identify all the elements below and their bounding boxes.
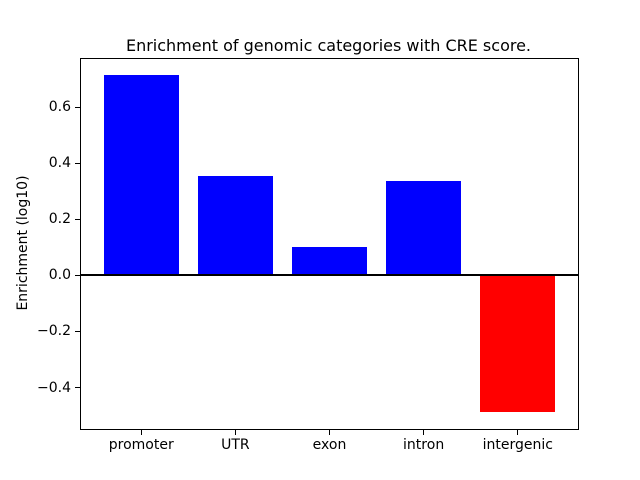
y-tick-mark (75, 162, 80, 164)
bar-intron (385, 181, 462, 276)
y-tick-label: 0.0 (48, 267, 71, 284)
zero-line (81, 274, 578, 277)
y-tick-label: −0.2 (37, 323, 71, 340)
y-tick-label: −0.4 (37, 379, 71, 396)
y-tick-mark (75, 387, 80, 388)
chart-title: Enrichment of genomic categories with CR… (125, 36, 532, 55)
y-axis-label: Enrichment (log10) (15, 175, 31, 311)
bar-intergenic (480, 275, 556, 412)
x-tick-label-UTR: UTR (221, 437, 250, 453)
x-tick-label-exon: exon (312, 437, 347, 453)
x-tick-label-intergenic: intergenic (482, 437, 553, 453)
x-tick-label-promoter: promoter (108, 437, 174, 453)
x-tick-mark (140, 430, 142, 435)
bar-exon (291, 247, 368, 276)
x-tick-label-intron: intron (403, 437, 445, 453)
y-tick-label: 0.6 (48, 99, 71, 116)
y-tick-label: 0.2 (48, 211, 71, 228)
y-tick-mark (75, 274, 80, 276)
bar-promoter (103, 74, 179, 276)
x-tick-mark (423, 430, 425, 435)
y-tick-label: 0.4 (48, 155, 71, 172)
x-tick-mark (234, 430, 236, 435)
y-tick-mark (75, 106, 80, 108)
plot-area: 0.6 0.4 0.2 0.0 −0.2 −0.4 promoter UTR exon intro… (37, 58, 579, 453)
bar-UTR (197, 175, 274, 276)
y-tick-mark (75, 330, 80, 332)
y-tick-mark (75, 218, 80, 220)
x-tick-mark (329, 430, 330, 435)
x-tick-mark (517, 430, 519, 435)
